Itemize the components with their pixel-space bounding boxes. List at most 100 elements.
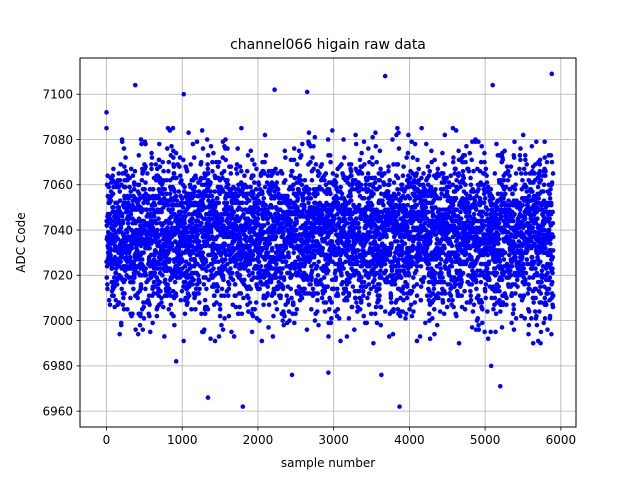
data-point	[136, 332, 141, 337]
data-point	[297, 269, 302, 274]
data-point	[232, 210, 237, 215]
data-point	[353, 296, 358, 301]
data-point	[433, 271, 438, 276]
data-point	[336, 293, 341, 298]
data-point	[441, 171, 446, 176]
data-point	[296, 196, 301, 201]
data-point	[341, 266, 346, 271]
data-point	[151, 187, 156, 192]
data-point	[283, 178, 288, 183]
data-point	[262, 160, 267, 165]
data-point	[227, 282, 232, 287]
data-point	[229, 164, 234, 169]
data-point	[271, 334, 276, 339]
data-point	[248, 185, 253, 190]
data-point	[467, 151, 472, 156]
data-point	[468, 176, 473, 181]
data-point	[355, 259, 360, 264]
data-point	[206, 307, 211, 312]
data-point	[275, 307, 280, 312]
data-point	[350, 305, 355, 310]
data-point	[352, 327, 357, 332]
data-point	[372, 278, 377, 283]
data-point	[474, 287, 479, 292]
data-point	[251, 173, 256, 178]
data-point	[272, 291, 277, 296]
data-point	[429, 149, 434, 154]
data-point	[234, 167, 239, 172]
data-point	[124, 169, 129, 174]
data-point	[227, 314, 232, 319]
data-point	[206, 171, 211, 176]
data-point	[436, 296, 441, 301]
data-point	[370, 162, 375, 167]
data-point	[419, 264, 424, 269]
data-point	[260, 339, 265, 344]
data-point	[410, 314, 415, 319]
data-point	[118, 259, 123, 264]
data-point	[312, 225, 317, 230]
data-point	[239, 169, 244, 174]
data-point	[193, 189, 198, 194]
data-point	[244, 235, 249, 240]
data-point	[160, 160, 165, 165]
data-point	[182, 185, 187, 190]
data-point	[362, 280, 367, 285]
data-point	[314, 162, 319, 167]
data-point	[292, 146, 297, 151]
data-point	[396, 130, 401, 135]
data-point	[459, 293, 464, 298]
data-point	[480, 307, 485, 312]
data-point	[315, 309, 320, 314]
data-point	[454, 314, 459, 319]
data-point	[259, 264, 264, 269]
data-point	[104, 126, 109, 131]
data-point	[370, 155, 375, 160]
data-point	[334, 275, 339, 280]
data-point	[347, 239, 352, 244]
data-point	[281, 287, 286, 292]
data-point	[158, 280, 163, 285]
data-point	[438, 196, 443, 201]
data-point	[441, 300, 446, 305]
data-point	[248, 300, 253, 305]
data-point	[291, 302, 296, 307]
data-point	[374, 144, 379, 149]
data-point	[407, 273, 412, 278]
data-point	[399, 275, 404, 280]
data-point	[280, 318, 285, 323]
data-point	[174, 194, 179, 199]
data-point	[179, 178, 184, 183]
data-point	[203, 312, 208, 317]
data-point	[325, 284, 330, 289]
data-point	[200, 128, 205, 133]
data-point	[427, 169, 432, 174]
data-point	[292, 321, 297, 326]
data-point	[469, 158, 474, 163]
data-point	[377, 287, 382, 292]
data-point	[276, 187, 281, 192]
data-point	[308, 282, 313, 287]
data-point	[155, 228, 160, 233]
data-point	[108, 302, 113, 307]
data-point	[117, 189, 122, 194]
data-point	[246, 153, 251, 158]
data-point	[138, 323, 143, 328]
data-point	[192, 185, 197, 190]
data-point	[395, 239, 400, 244]
data-point	[362, 196, 367, 201]
data-point	[252, 162, 257, 167]
data-point	[254, 187, 259, 192]
data-point	[135, 296, 140, 301]
data-point	[447, 180, 452, 185]
data-point	[462, 176, 467, 181]
data-point	[479, 144, 484, 149]
data-point	[451, 203, 456, 208]
data-point	[229, 330, 234, 335]
data-point	[326, 137, 331, 142]
data-point	[123, 278, 128, 283]
data-point	[206, 167, 211, 172]
data-point	[147, 246, 152, 251]
data-point	[403, 241, 408, 246]
data-point	[208, 189, 213, 194]
